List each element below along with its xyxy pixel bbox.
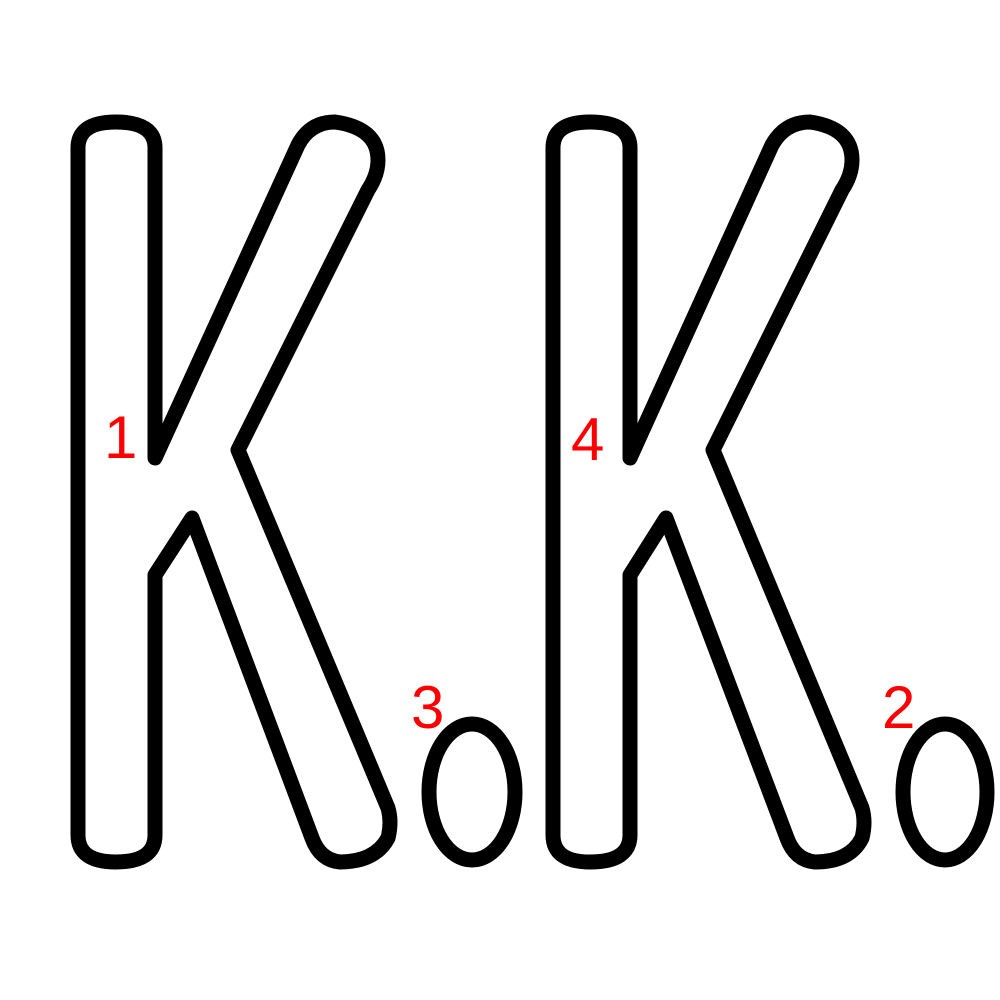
- marker-label-1: 1: [104, 404, 137, 471]
- marker-label-3: 3: [411, 674, 444, 741]
- marker-label-2: 2: [882, 674, 915, 741]
- letter-o-outline-1: [421, 716, 523, 868]
- marker-label-4: 4: [571, 406, 604, 473]
- letter-k-outline-2: [545, 114, 872, 870]
- letter-o-outline-2: [895, 716, 995, 868]
- letter-k-outline-1: [70, 114, 398, 870]
